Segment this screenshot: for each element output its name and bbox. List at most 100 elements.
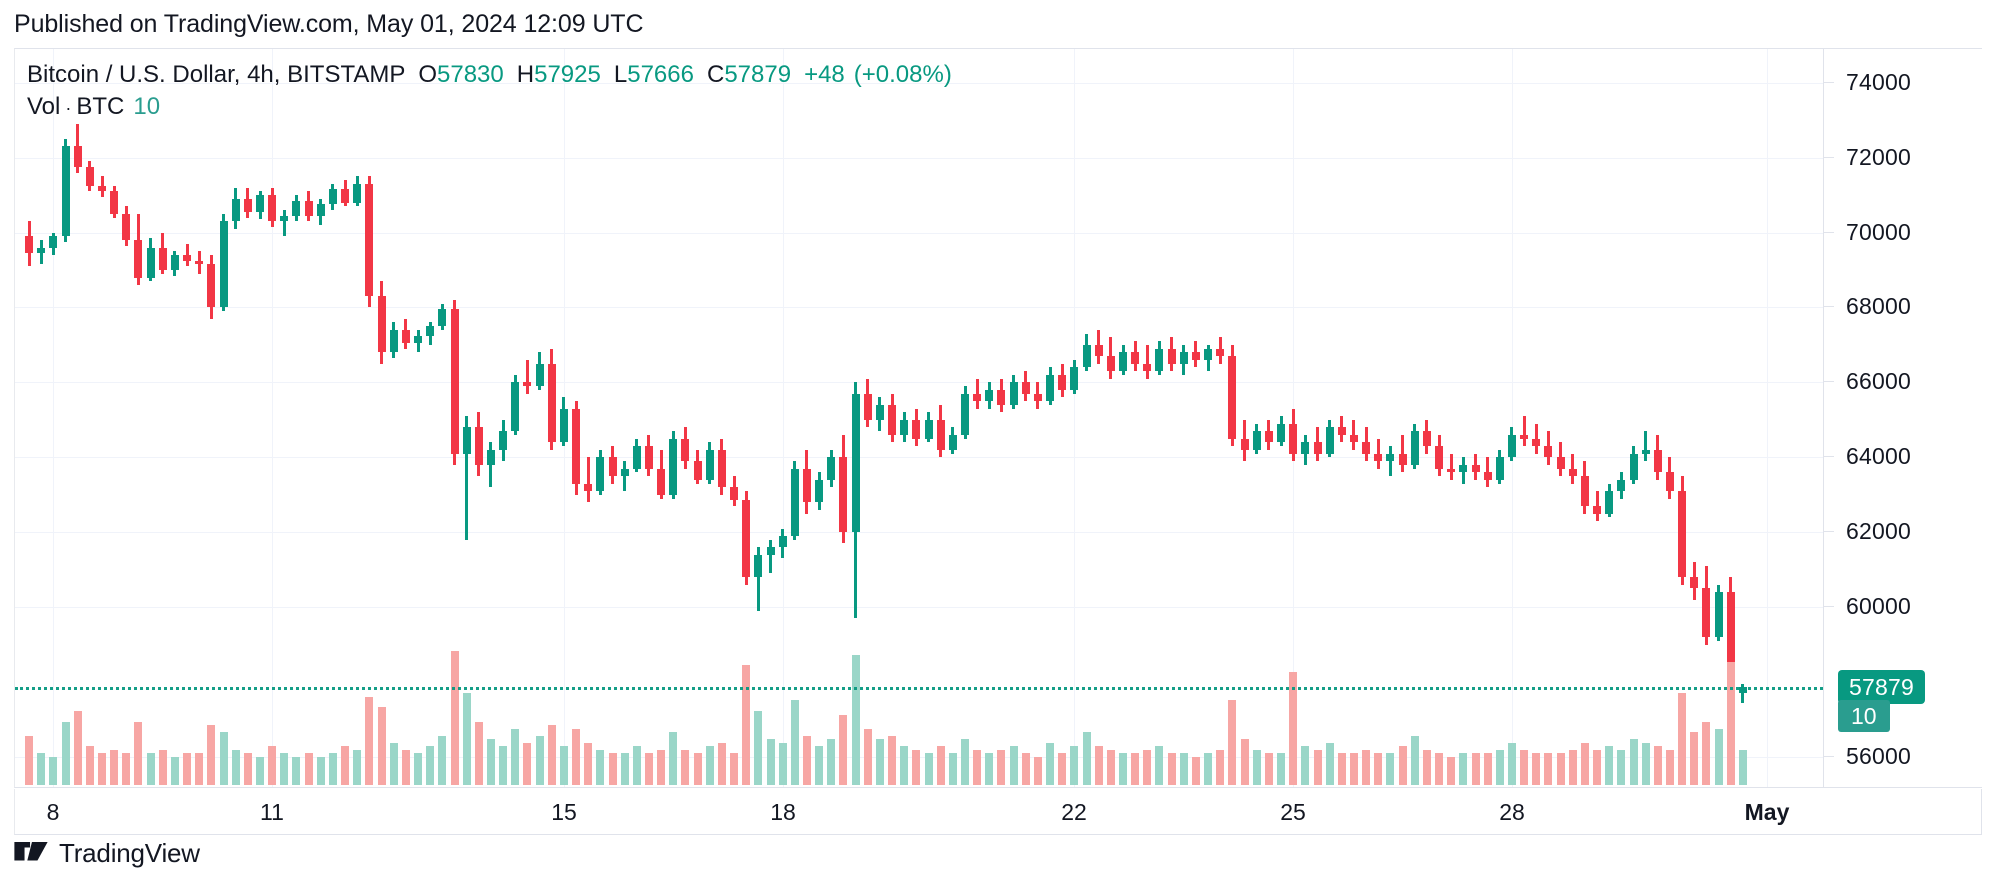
volume-value-badge[interactable]: 10	[1838, 700, 1890, 732]
volume-bar	[426, 746, 434, 785]
volume-bar	[365, 696, 373, 785]
volume-bar	[1739, 749, 1747, 785]
volume-bar	[159, 749, 167, 785]
candle-body	[1083, 344, 1091, 368]
candle-body	[997, 389, 1005, 405]
volume-bar	[706, 746, 714, 785]
candle-body	[949, 434, 957, 450]
candle-body	[1326, 427, 1334, 454]
horizontal-gridline	[15, 307, 1823, 309]
volume-bar	[925, 753, 933, 785]
volume-bar	[718, 742, 726, 785]
candle-body	[754, 554, 762, 578]
volume-bar	[1143, 749, 1151, 785]
candle-body	[195, 260, 203, 265]
volume-bar	[791, 700, 799, 785]
volume-bar	[1204, 753, 1212, 785]
candle-body	[1277, 423, 1285, 443]
candle-body	[37, 247, 45, 254]
vertical-gridline	[1767, 49, 1768, 787]
volume-bar	[256, 756, 264, 785]
price-tick-mark	[1824, 381, 1834, 383]
last-price-badge[interactable]: 57879	[1838, 669, 1925, 704]
volume-bar	[536, 735, 544, 785]
volume-bar	[937, 746, 945, 785]
volume-bar	[839, 714, 847, 785]
candle-body	[1569, 468, 1577, 477]
candle-body	[122, 213, 130, 241]
volume-bar	[438, 735, 446, 785]
candle-body	[548, 363, 556, 443]
candle-body	[1119, 352, 1127, 372]
volume-bar	[341, 746, 349, 785]
candle-body	[62, 146, 70, 237]
candle-body	[1350, 434, 1358, 443]
volume-bar	[754, 711, 762, 785]
candle-wick	[1389, 446, 1392, 477]
volume-bar	[463, 693, 471, 785]
volume-bar	[1180, 753, 1188, 785]
volume-bar	[621, 753, 629, 785]
time-scale[interactable]: 8 11 15 18 22 25 28 May	[14, 789, 1982, 835]
price-tick-mark	[1824, 231, 1834, 233]
tradingview-wordmark: TradingView	[59, 838, 200, 868]
volume-bar	[1459, 753, 1467, 785]
candle-body	[1496, 457, 1504, 480]
price-scale[interactable]: 74000 72000 70000 68000 66000 64000 62000 60000…	[1823, 49, 1982, 787]
candle-body	[317, 204, 325, 216]
candle-body	[390, 329, 398, 353]
candle-body	[633, 446, 641, 469]
volume-bar	[1022, 753, 1030, 785]
candle-body	[827, 457, 835, 480]
candle-body	[1423, 431, 1431, 447]
volume-bar	[292, 756, 300, 785]
footer-branding: TradingView	[14, 838, 200, 869]
candle-wick	[1644, 431, 1647, 462]
candle-body	[365, 183, 373, 297]
price-pane[interactable]	[15, 49, 1823, 787]
volume-bar	[232, 749, 240, 785]
candle-body	[1265, 431, 1273, 443]
candle-body	[463, 427, 471, 454]
volume-bar	[122, 753, 130, 785]
volume-bar	[147, 753, 155, 785]
candle-body	[1216, 348, 1224, 357]
candle-body	[1131, 352, 1139, 364]
volume-bar	[1046, 742, 1054, 785]
volume-bar	[74, 711, 82, 785]
candle-body	[973, 393, 981, 402]
volume-bar	[572, 728, 580, 785]
volume-bar	[584, 742, 592, 785]
volume-bar	[609, 753, 617, 785]
candle-body	[1253, 431, 1261, 450]
candle-wick	[526, 359, 529, 394]
candle-body	[742, 500, 750, 578]
candle-body	[25, 236, 33, 254]
candle-body	[353, 183, 361, 203]
candle-wick	[1523, 416, 1526, 447]
candle-body	[438, 309, 446, 327]
price-tick-label: 72000	[1846, 143, 1911, 170]
volume-bar	[1216, 749, 1224, 785]
volume-bar	[767, 739, 775, 785]
volume-bar	[730, 753, 738, 785]
candle-wick	[1146, 344, 1149, 379]
volume-bar	[183, 753, 191, 785]
candle-body	[1544, 446, 1552, 458]
volume-bar	[1119, 753, 1127, 785]
candle-body	[1399, 453, 1407, 465]
candle-body	[609, 457, 617, 477]
candle-body	[1411, 431, 1419, 465]
volume-bar	[1715, 728, 1723, 785]
candle-body	[657, 468, 665, 495]
volume-bar	[244, 753, 252, 785]
candle-body	[718, 449, 726, 488]
volume-bar	[669, 732, 677, 785]
candle-body	[1374, 453, 1382, 462]
candle-body	[1702, 588, 1710, 638]
horizontal-gridline	[15, 157, 1823, 159]
horizontal-gridline	[15, 232, 1823, 234]
candle-body	[86, 167, 94, 186]
volume-bar	[1472, 753, 1480, 785]
candle-body	[584, 483, 592, 492]
